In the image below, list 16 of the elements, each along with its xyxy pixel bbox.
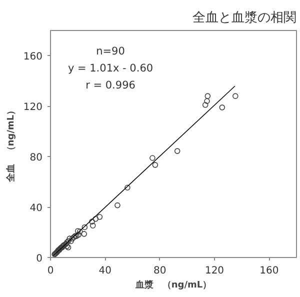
annotation: r = 0.996 (86, 80, 136, 92)
x-tick-label: 80 (153, 266, 166, 276)
y-tick-label: 120 (23, 102, 43, 114)
annotation: n=90 (96, 46, 125, 58)
y-tick-label: 160 (23, 52, 43, 63)
y-axis-title: 全血 （ng/mL） (5, 106, 16, 184)
annotation: y = 1.01x - 0.60 (68, 62, 154, 74)
x-tick-label: 0 (47, 266, 54, 276)
x-axis-title: 血漿 （ng/mL） (134, 280, 212, 290)
x-tick-label: 160 (260, 266, 279, 276)
y-tick-label: 40 (30, 203, 43, 214)
y-tick-label: 80 (30, 152, 43, 164)
x-tick-label: 40 (98, 266, 112, 276)
x-tick-label: 120 (204, 266, 224, 276)
y-tick-label: 0 (36, 254, 43, 264)
chart-title: 全血と血漿の相関 (192, 10, 296, 26)
